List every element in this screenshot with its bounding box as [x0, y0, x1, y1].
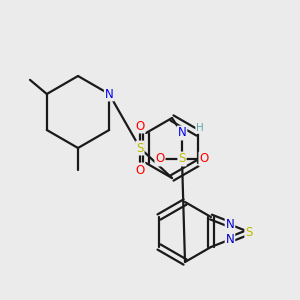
Text: N: N — [226, 218, 234, 231]
Text: O: O — [135, 164, 145, 176]
Text: O: O — [135, 119, 145, 133]
Text: S: S — [178, 152, 186, 166]
Text: O: O — [155, 152, 165, 166]
Text: S: S — [136, 142, 144, 154]
Text: S: S — [245, 226, 253, 238]
Text: O: O — [200, 152, 208, 166]
Text: N: N — [178, 127, 186, 140]
Text: H: H — [196, 123, 204, 133]
Text: N: N — [226, 233, 234, 246]
Text: N: N — [105, 88, 114, 100]
